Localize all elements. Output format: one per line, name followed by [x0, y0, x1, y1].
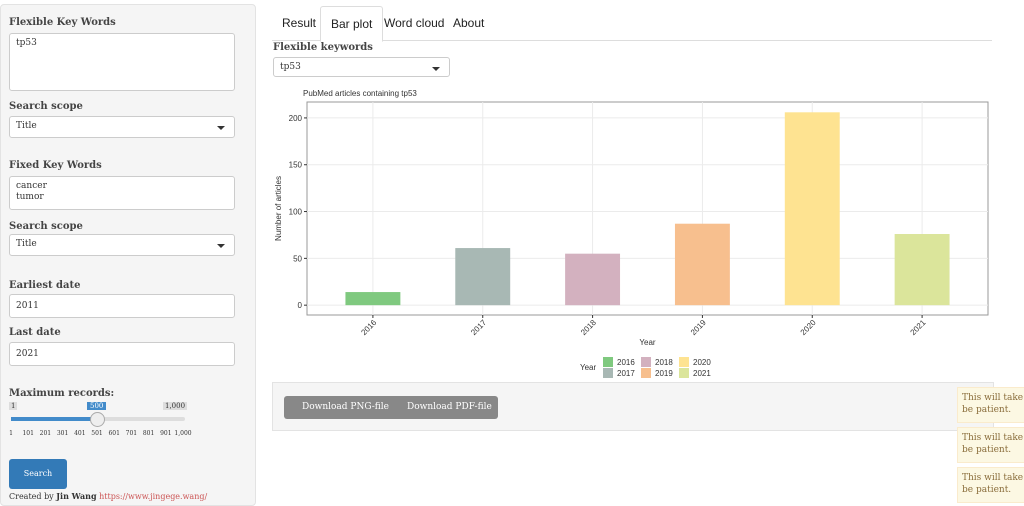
slider-tick: 401	[74, 430, 86, 437]
tab[interactable]: Word cloud	[384, 16, 445, 30]
slider-tick: 901	[160, 430, 172, 437]
tab[interactable]: About	[453, 16, 485, 30]
line: This will take a	[962, 433, 1024, 443]
slider-tick: 201	[39, 430, 52, 437]
slider-max: 1,000	[163, 402, 188, 410]
search-button[interactable]: Search	[9, 459, 67, 489]
x-tick-label: 2020	[799, 318, 818, 337]
slider-tick: 301	[56, 430, 69, 437]
notification: This will take a be patient.	[957, 427, 1024, 463]
bar	[345, 292, 401, 306]
tab-line	[272, 40, 992, 41]
label: Search scope	[9, 221, 83, 232]
download-png[interactable]: Download PNG-file	[284, 396, 395, 419]
slider-handle[interactable]	[90, 412, 105, 427]
footer: Created by Jin Wang https://www.jingege.…	[9, 491, 207, 501]
select[interactable]: Title	[9, 116, 235, 138]
legend-key	[679, 368, 689, 378]
legend-label: 2019	[655, 369, 673, 378]
bar	[565, 253, 621, 306]
tab[interactable]: Result	[282, 16, 317, 30]
legend-key	[641, 357, 651, 367]
bar	[894, 234, 950, 306]
bar	[674, 223, 730, 306]
line: This will take a	[962, 473, 1024, 483]
legend-label: 2016	[617, 358, 635, 367]
y-tick-label: 50	[293, 254, 302, 263]
x-tick-label: 2016	[359, 318, 378, 337]
y-tick-label: 150	[289, 161, 303, 170]
legend-title: Year	[580, 363, 597, 372]
plot-panel	[306, 101, 989, 316]
textarea[interactable]: tp53	[9, 33, 235, 91]
line: be patient.	[962, 405, 1012, 415]
label: Flexible Key Words	[9, 17, 116, 28]
legend-label: 2018	[655, 358, 673, 367]
label: Flexible keywords	[273, 42, 373, 53]
line: be patient.	[962, 485, 1012, 495]
slider-min: 1	[9, 402, 18, 410]
x-tick-label: 2017	[469, 318, 488, 337]
x-tick-label: 2019	[689, 318, 708, 337]
input[interactable]: 2011	[9, 294, 235, 318]
select[interactable]: tp53	[273, 57, 450, 77]
y-axis-label: Number of articles	[274, 176, 283, 241]
slider-ticks: 1 101 201 301 401 501 601 701 801 901 1,000	[9, 430, 192, 440]
input[interactable]: 2021	[9, 342, 235, 366]
line: be patient.	[962, 445, 1012, 455]
legend-key	[603, 357, 613, 367]
y-tick-label: 200	[289, 114, 303, 123]
slider-tick: 1	[9, 430, 13, 437]
slider-tick: 501	[91, 430, 103, 437]
legend-label: 2021	[693, 369, 711, 378]
slider-tick: 601	[108, 430, 120, 437]
notification: This will take a be patient.	[957, 387, 1024, 423]
legend-key	[641, 368, 651, 378]
slider-tick: 101	[22, 430, 34, 437]
label: Fixed Key Words	[9, 160, 102, 171]
label: Maximum records:	[9, 388, 115, 399]
slider-tick: 801	[142, 430, 155, 437]
textarea[interactable]: cancer tumor	[9, 176, 235, 210]
label: Search scope	[9, 101, 83, 112]
label: Last date	[9, 327, 61, 338]
select[interactable]: Title	[9, 234, 235, 256]
y-tick-label: 100	[289, 208, 303, 217]
legend-key	[679, 357, 689, 367]
download-pdf[interactable]: Download PDF-file	[389, 396, 498, 419]
slider-value: 500	[87, 402, 107, 410]
x-tick-label: 2021	[909, 318, 928, 337]
line: This will take a	[962, 393, 1024, 403]
slider-tick: 701	[125, 430, 138, 437]
x-axis-label: Year	[639, 338, 656, 347]
legend-label: 2020	[693, 358, 711, 367]
notification: This will take a be patient.	[957, 467, 1024, 503]
bar	[784, 112, 840, 306]
sidebar: Flexible Key Words tp53 Search scope Tit…	[0, 4, 256, 506]
legend-label: 2017	[617, 369, 635, 378]
slider-fill	[11, 417, 97, 421]
footer-name: Jin Wang	[56, 491, 97, 501]
tab-active[interactable]: Bar plot	[320, 6, 384, 42]
line: tumor	[16, 192, 44, 202]
label: Earliest date	[9, 280, 81, 291]
bar	[455, 248, 511, 306]
line: cancer	[16, 181, 47, 191]
x-tick-label: 2018	[579, 318, 598, 337]
chart-title: PubMed articles containing tp53	[303, 89, 417, 98]
slider-tick: 1,000	[174, 430, 192, 437]
legend-key	[603, 368, 613, 378]
chart: PubMed articles containing tp53 Number of…	[274, 89, 989, 378]
y-tick-label: 0	[298, 301, 303, 310]
